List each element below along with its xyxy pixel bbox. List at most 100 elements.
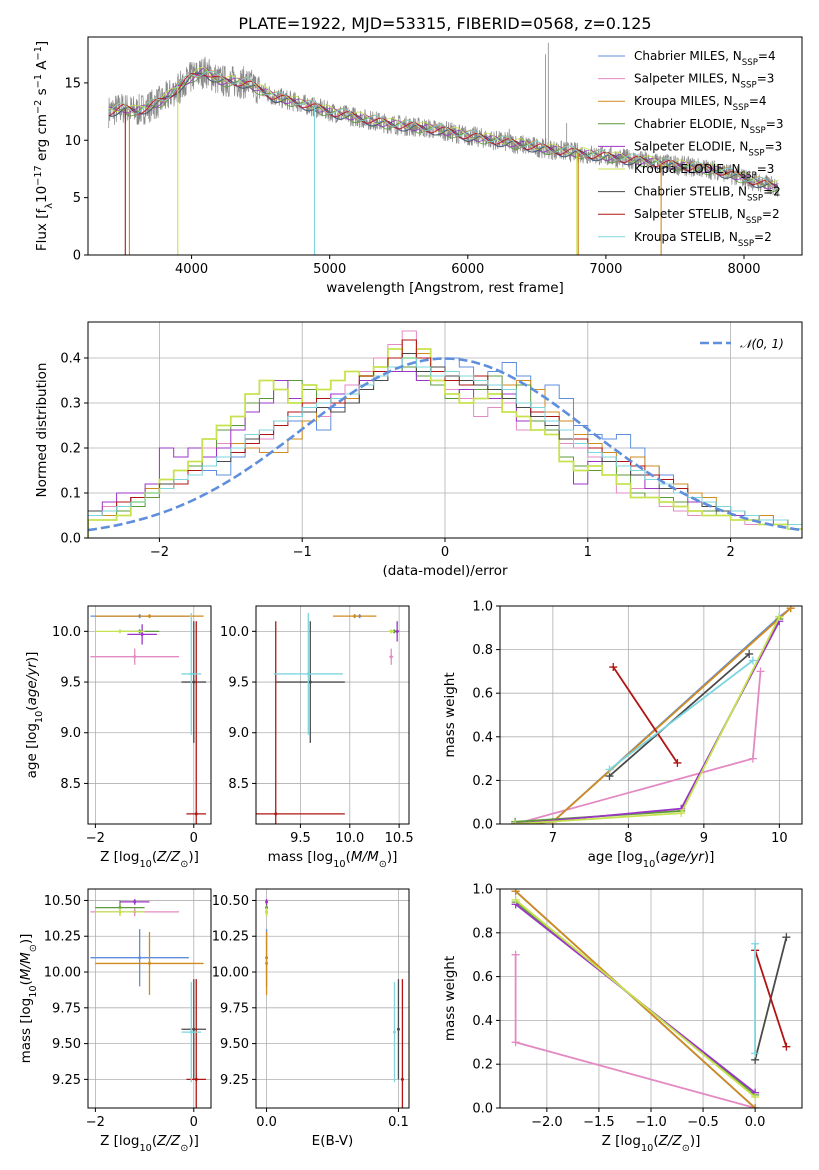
age-vs-z-ytick-label: 8.5 [60,777,81,792]
spectrum-legend-label-part: Chabrier ELODIE, N [634,117,750,131]
age-vs-mass-xtick-label: 10.5 [385,831,414,846]
age-vs-z-xlabel-part: )] [188,849,199,865]
residuals-legend-label: 𝒩(0, 1) [740,337,784,351]
mass-vs-z-ytick-label: 10.00 [44,966,81,981]
residuals-ylabel-part: Normed distribution [34,363,50,498]
mass-weight-vs-age-marker [609,663,618,672]
mass-vs-z-ytick-label: 9.25 [52,1073,81,1088]
mass-weight-vs-z-ytick-label: 0.4 [472,1014,493,1029]
spectrum-ytick-label: 10 [64,134,81,149]
mass-vs-z-point [138,956,142,960]
mass-vs-z-ytick-label: 9.50 [52,1037,81,1052]
spectrum-ylabel-part: A [34,60,50,74]
spectrum-legend-label-part: Kroupa STELIB, N [634,230,738,244]
residuals-xlabel: (data-model)/error [382,563,508,579]
age-vs-z-xlabel: Z [log10(Z/Z⊙)] [100,849,199,870]
mass-vs-ebv-point [400,1077,404,1081]
mass-weight-vs-age-xlabel: age [log10(age/yr)] [588,849,715,870]
mass-weight-vs-age-marker [677,809,686,818]
mass-weight-vs-z-line [514,954,756,1108]
mass-weight-vs-z-marker [511,950,520,959]
mass-weight-vs-z-xlabel-part: ( [653,1133,658,1149]
mass-weight-vs-age-xlabel-part: age/yr [661,849,706,865]
mass-weight-vs-z-ytick-label: 0.8 [472,926,493,941]
age-vs-mass-data [256,613,400,824]
mass-vs-ebv-xlabel: E(B-V) [312,1133,354,1149]
mass-weight-vs-z-xlabel-part: Z/Z [658,1133,683,1149]
mass-weight-vs-age-ylabel: mass weight [442,672,458,757]
age-vs-mass-frame [255,605,410,825]
age-vs-z-ylabel-part: age [log [24,723,40,778]
mass-weight-vs-z-xlabel-part: 10 [641,1143,653,1154]
spectrum-ylabel-part: Flux [f [34,208,50,252]
age-vs-z-ylabel-part: 10 [34,711,45,723]
mass-vs-z-xlabel-part: Z [log [100,1133,139,1149]
spectrum-ylabel-part: −17 [33,165,44,186]
residuals-xlabel-part: (data-model)/error [382,563,508,579]
mass-vs-z-xlabel: Z [log10(Z/Z⊙)] [100,1133,199,1154]
mass-weight-vs-z-xlabel-part: Z [log [602,1133,641,1149]
age-vs-z-point [192,680,196,684]
mass-vs-z-xlabel-part: 10 [139,1143,151,1154]
mass-vs-z-ylabel-part: ( [18,980,34,985]
age-vs-z-point [133,655,137,659]
spectrum-legend-label-part: Chabrier MILES, N [634,49,742,63]
residuals-legend: 𝒩(0, 1) [700,337,784,351]
spectrum-legend-label-part: =3 [765,139,783,153]
mass-weight-vs-z-marker [782,1042,791,1051]
spectrum-legend-label-part: =2 [763,185,781,199]
spectrum-legend-label-part: SSP [746,216,762,226]
spectrum-legend-label-part: Salpeter STELIB, N [634,207,746,221]
age-vs-z-xtick-label: 0 [190,831,198,846]
mass-vs-z-xtick-label: −2 [86,1115,105,1130]
mass-vs-ebv-point [396,1027,400,1031]
mass-weight-vs-age-ytick-label: 0.0 [472,818,493,833]
mass-weight-vs-age-ytick-label: 1.0 [472,600,493,615]
mass-vs-z-ylabel-part: 10 [28,985,39,997]
spectrum-ylabel-part: −1 [33,74,44,88]
mass-vs-z-xtick-label: 0 [190,1115,198,1130]
age-vs-mass-xlabel-part: )] [387,849,398,865]
mass-vs-z: −2 0 9.25 9.50 9.75 10.00 10.25 10.50 [44,888,212,1130]
mass-vs-z-ytick-label: 10.50 [44,894,81,909]
spectrum-ylabel: Flux [fλ10−17 erg cm−2 s−1 A−1] [33,41,55,251]
age-vs-z-xlabel-part: 10 [139,859,151,870]
residuals-xtick-label: −2 [150,545,169,560]
mass-weight-vs-age-ytick-label: 0.2 [472,774,493,789]
mass-vs-z-point [133,900,137,904]
age-vs-z-xlabel-part: Z/Z [156,849,181,865]
mass-weight-vs-z-ytick-label: 0.2 [472,1058,493,1073]
spectrum-xtick-label: 4000 [175,262,208,277]
age-vs-mass-xtick-label: 9.5 [290,831,311,846]
age-vs-mass-xlabel-part: ( [346,849,351,865]
age-vs-mass-point [306,672,310,676]
mass-weight-vs-age-marker [748,754,757,763]
spectrum-legend-label-part: Salpeter ELODIE, N [634,139,748,153]
age-vs-z-point [148,614,151,618]
mass-weight-vs-z-xlabel: Z [log10(Z/Z⊙)] [602,1133,701,1154]
age-vs-z-ylabel: age [log10(age/yr)] [24,652,45,779]
residuals: −2 −1 0 1 2 0.0 0.1 0.2 0.3 0.4 [60,321,803,560]
spectrum-legend-label-part: =4 [758,49,776,63]
mass-vs-ebv-ytick-label: 10.25 [212,930,249,945]
spectrum-legend-label-part: Chabrier STELIB, N [634,185,747,199]
mass-vs-ebv-point [265,900,269,904]
mass-weight-vs-age: 7 8 9 10 0.0 0.2 0.4 0.6 0.8 1.0 [472,600,803,846]
age-vs-z: −2 0 8.5 9.0 9.5 10.0 [52,605,212,846]
mass-weight-vs-z-data [511,889,791,1108]
mass-weight-vs-z-xtick-label: 0.0 [745,1115,766,1130]
mass-vs-ebv-xtick-label: 0.0 [256,1115,277,1130]
mass-weight-vs-age-ytick-label: 0.6 [472,687,493,702]
age-vs-z-point [194,812,198,816]
spectrum: 4000 5000 6000 7000 8000 0 5 10 15 [64,36,803,277]
mass-weight-vs-z-marker [751,1104,760,1108]
mass-weight-vs-age-marker [605,765,614,774]
spectrum-legend-label: Kroupa ELODIE, NSSP=3 [634,162,774,181]
spectrum-xtick-label: 7000 [589,262,622,277]
mass-weight-vs-z-ytick-label: 1.0 [472,883,493,898]
spectrum-legend-label: Chabrier ELODIE, NSSP=3 [634,117,783,136]
mass-weight-vs-age-line [612,666,679,764]
mass-vs-ebv-point [265,961,269,965]
